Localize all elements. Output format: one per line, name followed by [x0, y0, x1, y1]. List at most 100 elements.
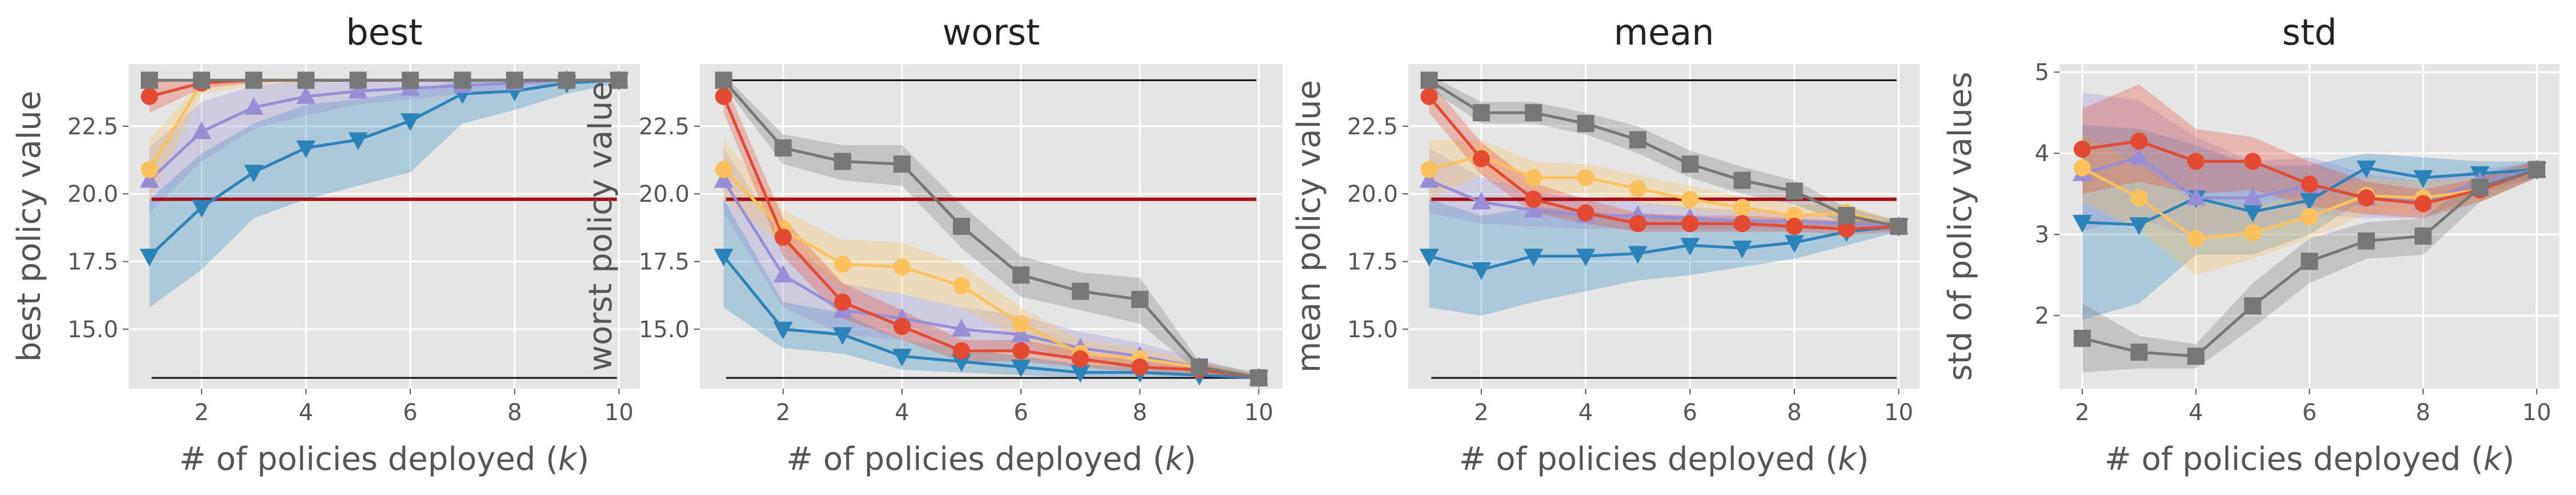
point-blue [1680, 238, 1700, 256]
chart-title: worst [943, 11, 1040, 53]
point-purple [2129, 147, 2149, 165]
panel-mean: 2 4 6 8 10 15.0 17.5 20.0 22.5 mean # of policies … [1291, 11, 1920, 478]
x-axis-label: # of policies deployed (k) [786, 441, 1196, 478]
point-red [1681, 215, 1699, 233]
y-tick-label: 17.5 [639, 249, 690, 276]
point-gray [2528, 161, 2546, 178]
x-tick-label: 2 [776, 400, 790, 426]
point-gray [2187, 348, 2205, 365]
point-blue [1576, 249, 1596, 267]
point-gray [193, 71, 210, 89]
point-red [834, 293, 851, 311]
x-axis-label: # of policies deployed (k) [1459, 441, 1869, 478]
panel-std: 2 4 6 8 10 2 3 4 5 std # of policies deployed (k) s… [1942, 11, 2559, 478]
point-gray [1733, 171, 1751, 189]
line-gray [1428, 79, 1899, 228]
point-red [2244, 153, 2262, 170]
point-purple [244, 97, 264, 115]
y-tick-label: 20.0 [67, 181, 118, 207]
point-gray [1525, 104, 1543, 122]
point-gray [402, 71, 419, 89]
point-gray [2130, 344, 2148, 361]
point-gray [1681, 155, 1699, 173]
point-yellow [2244, 224, 2262, 242]
point-yellow [2130, 189, 2148, 207]
y-tick-label: 17.5 [67, 249, 118, 276]
point-red [1072, 350, 1089, 368]
x-tick-label: 4 [2189, 400, 2203, 426]
point-red [774, 228, 792, 246]
point-gray [1420, 71, 1438, 89]
point-gray [1191, 358, 1208, 376]
point-gray [2471, 178, 2489, 196]
point-purple [296, 86, 316, 104]
point-yellow [141, 161, 158, 178]
point-yellow [1525, 169, 1543, 186]
point-gray [245, 71, 263, 89]
x-tick-label: 6 [1682, 400, 1697, 426]
point-red [2187, 153, 2205, 170]
point-yellow [952, 277, 970, 295]
point-red [1629, 215, 1646, 233]
point-blue [2356, 160, 2376, 178]
point-gray [2414, 227, 2432, 245]
point-blue [348, 132, 368, 150]
band-red [1429, 80, 1899, 235]
point-gray [893, 155, 911, 173]
point-red [952, 342, 970, 360]
line-yellow [722, 168, 1259, 380]
band-blue [723, 199, 1259, 378]
point-purple [1524, 199, 1544, 218]
point-gray [297, 71, 315, 89]
point-red [141, 87, 158, 105]
point-red [2130, 132, 2148, 150]
point-yellow [2073, 159, 2091, 177]
point-gray [2244, 297, 2262, 315]
point-gray [1472, 104, 1490, 122]
point-red [1420, 87, 1438, 105]
x-tick-label: 6 [403, 400, 417, 426]
y-tick-label: 15.0 [1347, 317, 1398, 343]
point-blue [892, 349, 912, 367]
y-axis-label: worst policy value [582, 81, 619, 372]
line-purple [1428, 179, 1899, 228]
point-purple [951, 318, 971, 337]
point-red [1472, 150, 1490, 167]
line-red [722, 95, 1259, 380]
line-blue [1428, 225, 1899, 272]
x-tick-label: 10 [1244, 400, 1273, 426]
point-yellow [1420, 161, 1438, 178]
point-gray [2357, 232, 2375, 250]
point-gray [1785, 182, 1803, 200]
point-purple [348, 81, 368, 99]
chart-title: best [346, 11, 422, 53]
point-gray [454, 71, 471, 89]
point-gray [558, 71, 576, 89]
y-tick-label: 5 [2035, 59, 2049, 86]
point-purple [191, 121, 211, 139]
point-purple [773, 265, 793, 283]
point-yellow [2301, 207, 2318, 225]
point-purple [1471, 191, 1491, 210]
point-red [1733, 215, 1751, 233]
point-blue [2299, 193, 2319, 211]
y-tick-label: 3 [2035, 222, 2049, 248]
point-gray [1250, 369, 1268, 387]
x-tick-label: 4 [1579, 400, 1593, 426]
point-yellow [1681, 190, 1699, 208]
band-purple [723, 147, 1259, 378]
point-blue [1011, 360, 1031, 378]
point-blue [2243, 204, 2263, 222]
point-yellow [1577, 169, 1595, 186]
band-gray [723, 74, 1259, 378]
x-axis-label: # of policies deployed (k) [179, 441, 590, 478]
point-blue [2129, 217, 2149, 235]
point-gray [1838, 207, 1856, 225]
point-gray [2073, 329, 2091, 347]
x-tick-label: 8 [1132, 400, 1147, 426]
y-tick-label: 15.0 [67, 317, 118, 343]
y-axis-label: mean policy value [1291, 80, 1328, 373]
point-blue [2072, 214, 2092, 233]
point-blue [832, 327, 852, 345]
